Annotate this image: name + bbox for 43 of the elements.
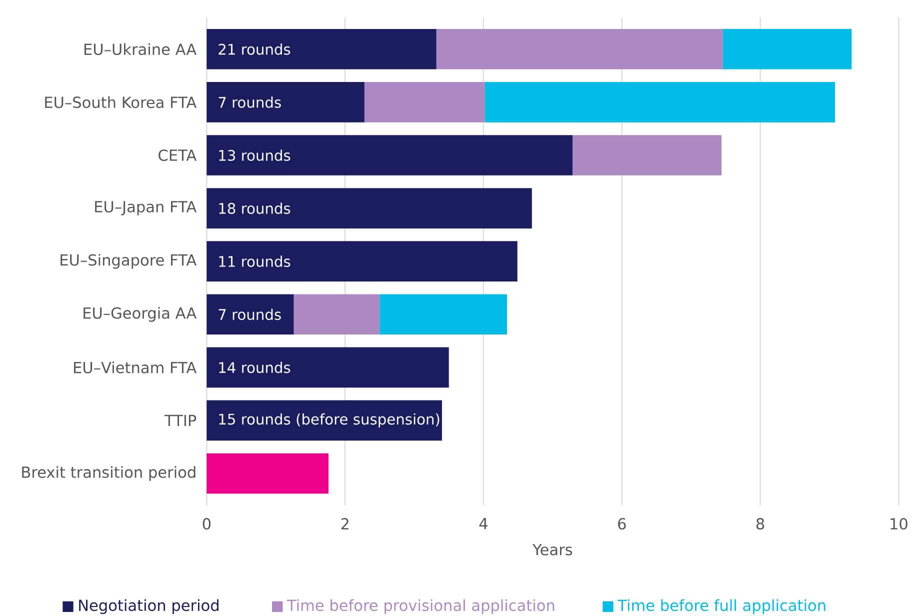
x-tick-label: 2 bbox=[341, 518, 348, 530]
legend-label: Negotiation period bbox=[79, 599, 218, 614]
y-tick-label: EU–South Korea FTA bbox=[45, 96, 197, 108]
x-tick-label: 0 bbox=[202, 518, 211, 530]
bar bbox=[206, 294, 294, 335]
y-tick-label: EU–Georgia AA bbox=[84, 306, 197, 322]
bar bbox=[572, 135, 722, 176]
x-axis-title: Years bbox=[532, 544, 572, 556]
legend-label: Time before full application bbox=[618, 599, 826, 614]
bar bbox=[206, 400, 442, 441]
y-tick-label: Brexit transition period bbox=[22, 466, 196, 481]
bar bbox=[206, 135, 573, 176]
y-tick-label: EU–Singapore FTA bbox=[60, 254, 197, 269]
annotation: 11 rounds bbox=[219, 256, 290, 267]
bar bbox=[380, 294, 508, 335]
annotation: 7 rounds bbox=[218, 308, 281, 320]
annotation: 18 rounds bbox=[219, 202, 290, 214]
bar bbox=[484, 82, 836, 122]
bar bbox=[294, 294, 380, 335]
x-tick-label: 6 bbox=[618, 518, 626, 530]
bar bbox=[206, 29, 436, 70]
annotation: 14 rounds bbox=[219, 362, 290, 374]
bar bbox=[206, 188, 532, 228]
bar bbox=[206, 241, 518, 282]
bar bbox=[206, 82, 364, 122]
x-tick-label: 10 bbox=[890, 518, 908, 530]
x-tick-label: 8 bbox=[756, 518, 764, 530]
legend-label: Time before provisional application bbox=[286, 599, 554, 614]
bar bbox=[364, 82, 485, 122]
annotation: 13 rounds bbox=[219, 150, 290, 161]
y-tick-label: CETA bbox=[158, 149, 197, 162]
y-tick-label: EU–Ukraine AA bbox=[84, 43, 197, 56]
annotation: 7 rounds bbox=[218, 96, 281, 108]
x-tick-label: 4 bbox=[479, 518, 488, 530]
y-tick-label: EU–Vietnam FTA bbox=[74, 362, 197, 374]
bar bbox=[436, 29, 723, 70]
annotation: 21 rounds bbox=[218, 44, 290, 55]
bar bbox=[722, 29, 852, 70]
bar bbox=[206, 347, 449, 388]
y-tick-label: EU–Japan FTA bbox=[95, 201, 197, 216]
y-tick-label: TTIP bbox=[164, 414, 196, 426]
annotation: 15 rounds (before suspension) bbox=[219, 413, 440, 428]
bar bbox=[206, 453, 328, 494]
